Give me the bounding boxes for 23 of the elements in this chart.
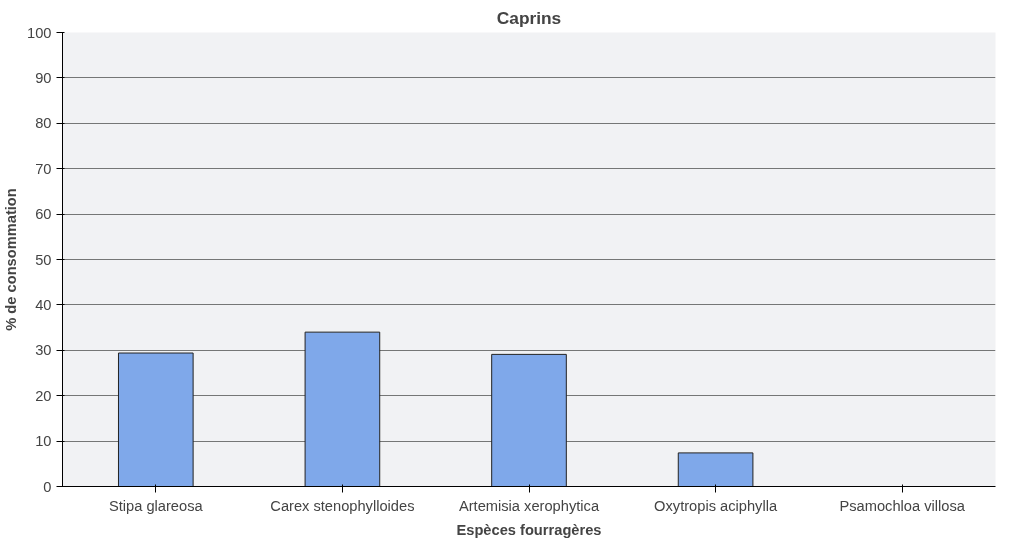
- x-tick-label: Psamochloa villosa: [839, 497, 966, 514]
- y-tick-label: 30: [35, 342, 52, 359]
- y-tick-label: 50: [35, 251, 52, 268]
- x-tick-label: Artemisia xerophytica: [458, 497, 600, 514]
- bar: [491, 353, 567, 487]
- bar: [677, 452, 754, 487]
- y-tick-label: 0: [43, 478, 52, 495]
- y-tick-label: 70: [35, 160, 52, 177]
- x-tick-label: Stipa glareosa: [108, 497, 204, 514]
- y-tick-label: 20: [35, 387, 52, 404]
- y-tick-label: 60: [35, 206, 52, 223]
- y-tick-label: 80: [35, 115, 52, 132]
- bar: [117, 352, 194, 487]
- x-tick-label: Oxytropis aciphylla: [654, 497, 778, 514]
- y-tick-label: 100: [27, 24, 52, 41]
- chart-title: Caprins: [496, 7, 562, 28]
- x-tick-label: Carex stenophylloides: [270, 497, 415, 514]
- x-axis-title: Espèces fourragères: [456, 521, 602, 538]
- bar: [304, 331, 381, 487]
- y-tick-label: 10: [35, 433, 52, 450]
- y-tick-label: 90: [35, 69, 52, 86]
- y-tick-label: 40: [35, 296, 52, 313]
- y-axis-title: % de consommation: [3, 188, 20, 331]
